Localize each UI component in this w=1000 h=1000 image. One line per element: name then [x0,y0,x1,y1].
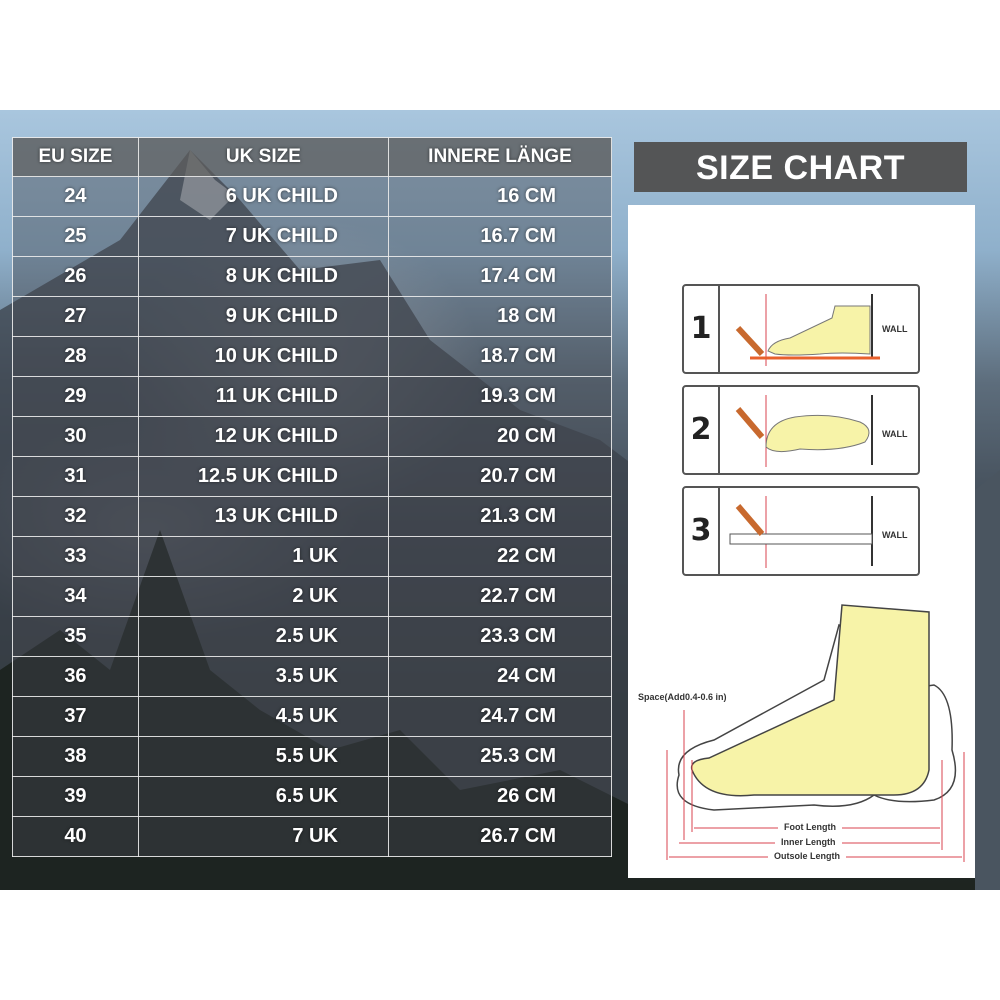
inner-length-cell: 16.7 CM [387,216,613,257]
table-row: 37 4.5 UK 24.7 CM [12,696,613,737]
inner-length-cell: 18 CM [387,296,613,337]
header-uk-size: UK SIZE [137,137,389,177]
table-row: 36 3.5 UK 24 CM [12,656,613,697]
uk-size-cell: 10 UK CHILD [137,336,389,377]
wall-label: WALL [882,324,908,334]
inner-length-cell: 25.3 CM [387,736,613,777]
table-row: 27 9 UK CHILD 18 CM [12,296,613,337]
table-row: 33 1 UK 22 CM [12,536,613,577]
space-label: Space(Add0.4-0.6 in) [638,692,727,702]
size-chart-title: SIZE CHART [634,142,967,192]
table-row: 29 11 UK CHILD 19.3 CM [12,376,613,417]
table-row: 32 13 UK CHILD 21.3 CM [12,496,613,537]
uk-size-cell: 2.5 UK [137,616,389,657]
table-row: 30 12 UK CHILD 20 CM [12,416,613,457]
outsole-length-label: Outsole Length [768,851,846,861]
eu-size-cell: 26 [12,256,139,297]
step-1-box: 1 WALL [682,284,920,374]
table-row: 34 2 UK 22.7 CM [12,576,613,617]
inner-length-cell: 19.3 CM [387,376,613,417]
table-row: 28 10 UK CHILD 18.7 CM [12,336,613,377]
inner-length-cell: 16 CM [387,176,613,217]
table-row: 39 6.5 UK 26 CM [12,776,613,817]
uk-size-cell: 11 UK CHILD [137,376,389,417]
inner-length-cell: 17.4 CM [387,256,613,297]
uk-size-cell: 5.5 UK [137,736,389,777]
eu-size-cell: 30 [12,416,139,457]
uk-size-cell: 7 UK [137,816,389,857]
eu-size-cell: 32 [12,496,139,537]
inner-length-cell: 20 CM [387,416,613,457]
table-row: 31 12.5 UK CHILD 20.7 CM [12,456,613,497]
uk-size-cell: 1 UK [137,536,389,577]
eu-size-cell: 39 [12,776,139,817]
uk-size-cell: 4.5 UK [137,696,389,737]
step-2-box: 2 WALL [682,385,920,475]
wall-label: WALL [882,429,908,439]
eu-size-cell: 28 [12,336,139,377]
inner-length-label: Inner Length [775,837,842,847]
inner-length-cell: 18.7 CM [387,336,613,377]
size-table: EU SIZE UK SIZE INNERE LÄNGE 24 6 UK CHIL… [12,137,613,857]
inner-length-cell: 24.7 CM [387,696,613,737]
table-row: 38 5.5 UK 25.3 CM [12,736,613,777]
eu-size-cell: 37 [12,696,139,737]
uk-size-cell: 3.5 UK [137,656,389,697]
eu-size-cell: 36 [12,656,139,697]
step-number: 1 [684,286,720,372]
uk-size-cell: 7 UK CHILD [137,216,389,257]
uk-size-cell: 12 UK CHILD [137,416,389,457]
table-header-row: EU SIZE UK SIZE INNERE LÄNGE [12,137,613,177]
eu-size-cell: 29 [12,376,139,417]
ruler-icon [729,496,873,568]
foot-top-icon [735,395,873,467]
eu-size-cell: 34 [12,576,139,617]
header-eu-size: EU SIZE [12,137,139,177]
eu-size-cell: 33 [12,536,139,577]
foot-length-label: Foot Length [778,822,842,832]
eu-size-cell: 27 [12,296,139,337]
uk-size-cell: 2 UK [137,576,389,617]
table-row: 35 2.5 UK 23.3 CM [12,616,613,657]
inner-length-cell: 21.3 CM [387,496,613,537]
eu-size-cell: 35 [12,616,139,657]
eu-size-cell: 25 [12,216,139,257]
inner-length-cell: 24 CM [387,656,613,697]
uk-size-cell: 8 UK CHILD [137,256,389,297]
eu-size-cell: 40 [12,816,139,857]
header-inner-length: INNERE LÄNGE [387,137,613,177]
eu-size-cell: 38 [12,736,139,777]
uk-size-cell: 6 UK CHILD [137,176,389,217]
wall-label: WALL [882,530,908,540]
uk-size-cell: 6.5 UK [137,776,389,817]
step-3-box: 3 WALL [682,486,920,576]
step-number: 3 [684,488,720,574]
step-number: 2 [684,387,720,473]
inner-length-cell: 22.7 CM [387,576,613,617]
inner-length-cell: 22 CM [387,536,613,577]
table-row: 25 7 UK CHILD 16.7 CM [12,216,613,257]
inner-length-cell: 20.7 CM [387,456,613,497]
table-row: 24 6 UK CHILD 16 CM [12,176,613,217]
inner-length-cell: 26 CM [387,776,613,817]
eu-size-cell: 31 [12,456,139,497]
table-row: 26 8 UK CHILD 17.4 CM [12,256,613,297]
eu-size-cell: 24 [12,176,139,217]
foot-side-icon [735,294,880,366]
uk-size-cell: 9 UK CHILD [137,296,389,337]
table-row: 40 7 UK 26.7 CM [12,816,613,857]
inner-length-cell: 23.3 CM [387,616,613,657]
uk-size-cell: 13 UK CHILD [137,496,389,537]
uk-size-cell: 12.5 UK CHILD [137,456,389,497]
inner-length-cell: 26.7 CM [387,816,613,857]
